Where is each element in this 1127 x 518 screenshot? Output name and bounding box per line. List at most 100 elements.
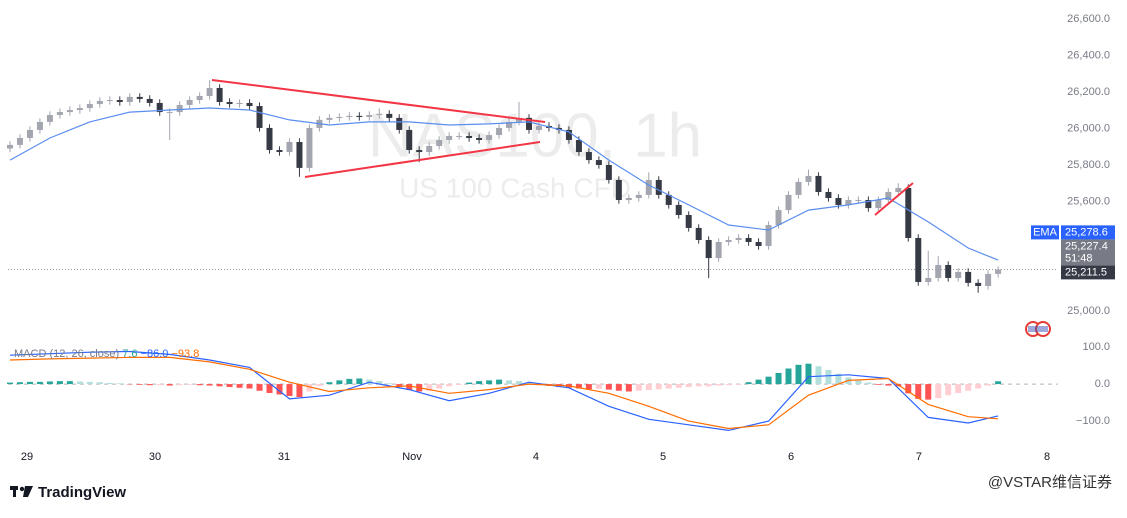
candle-body [715, 241, 722, 259]
legend-entry: 7.6 [122, 348, 137, 360]
countdown: 51:48 [1065, 252, 1093, 264]
candle-body [775, 210, 782, 226]
histogram-bar [306, 384, 313, 392]
y2-tick-label: −100.0 [1076, 415, 1110, 427]
histogram-bar [625, 384, 632, 392]
histogram-bar [725, 384, 732, 386]
histogram-bar [735, 384, 742, 385]
candle-body [246, 102, 253, 107]
candle-body [665, 194, 672, 205]
candle-body [276, 150, 283, 153]
candle-body [985, 273, 992, 286]
histogram-bar [825, 370, 832, 385]
histogram-bar [506, 380, 513, 385]
histogram-bar [166, 384, 173, 386]
histogram-bar [286, 384, 293, 396]
candle-body [296, 141, 303, 168]
histogram-bar [995, 381, 1002, 385]
histogram-bar [476, 381, 483, 385]
histogram-bar [206, 384, 213, 386]
candle-body [695, 227, 702, 240]
histogram-bar [985, 384, 992, 386]
histogram-bar [675, 384, 682, 388]
candle-body [605, 164, 612, 180]
x-tick-label: 5 [660, 451, 666, 463]
candle-body [96, 100, 103, 105]
histogram-bar [645, 384, 652, 390]
candle-body [36, 121, 43, 130]
histogram-bar [526, 382, 533, 385]
histogram-bar [955, 384, 962, 393]
candle-body [356, 115, 363, 117]
histogram-bar [26, 381, 33, 385]
legend-entry: −93.8 [171, 348, 199, 360]
histogram-bar [406, 384, 413, 390]
price-label: 25,278.6 [1065, 226, 1108, 238]
histogram-bar [36, 381, 43, 385]
histogram-bar [865, 382, 872, 385]
histogram-bar [326, 382, 333, 385]
trend-line [211, 79, 546, 123]
candle-body [106, 100, 113, 102]
histogram-bar [266, 384, 273, 393]
histogram-bar [316, 384, 323, 386]
candle-body [526, 117, 533, 130]
candle-body [416, 150, 423, 153]
candle-body [26, 129, 33, 138]
candle-body [346, 115, 353, 117]
histogram-bar [336, 380, 343, 385]
candle-body [675, 204, 682, 215]
histogram-bar [965, 384, 972, 391]
candle-body [86, 104, 93, 109]
histogram-bar [386, 383, 393, 385]
candle-body [865, 200, 872, 209]
candle-body [795, 181, 802, 195]
histogram-bar [885, 384, 892, 386]
candle-body [16, 137, 23, 145]
candle-body [306, 127, 313, 168]
histogram-bar [56, 381, 63, 385]
histogram-bar [376, 381, 383, 385]
brand: TradingView [38, 484, 126, 501]
histogram-bar [635, 384, 642, 391]
histogram-bar [925, 384, 932, 400]
histogram-bar [356, 378, 363, 385]
histogram-bar [156, 384, 163, 386]
candle-body [755, 241, 762, 247]
y-tick-label: 26,000.0 [1067, 122, 1110, 134]
histogram-bar [665, 384, 672, 389]
candle-body [995, 269, 1002, 274]
candle-body [855, 200, 862, 202]
histogram-bar [815, 366, 822, 385]
watermark-subtitle: US 100 Cash CFD [399, 172, 631, 203]
histogram-bar [196, 384, 203, 386]
histogram-bar [436, 384, 443, 389]
y-tick-label: 25,800.0 [1067, 159, 1110, 171]
event-icon[interactable] [1025, 321, 1051, 337]
x-tick-label: 8 [1044, 451, 1050, 463]
histogram-bar [426, 384, 433, 391]
candle-body [595, 160, 602, 165]
candle-body [645, 179, 652, 195]
candle-body [585, 152, 592, 161]
ema-line [9, 107, 999, 261]
histogram-bar [146, 384, 153, 386]
candle-body [236, 102, 243, 105]
candle-body [705, 239, 712, 259]
price-label-box [1061, 225, 1115, 240]
histogram-bar [276, 384, 283, 395]
y2-tick-label: 0.0 [1095, 378, 1110, 390]
histogram-bar [945, 384, 952, 396]
histogram-bar [715, 384, 722, 386]
x-tick-label: Nov [402, 451, 422, 463]
candle-body [745, 237, 752, 242]
candle-body [945, 264, 952, 278]
candle-body [496, 127, 503, 136]
y-tick-label: 25,600.0 [1067, 195, 1110, 207]
histogram-bar [765, 376, 772, 385]
histogram-bar [106, 382, 113, 385]
histogram-bar [186, 384, 193, 385]
histogram-bar [296, 384, 303, 398]
candle-body [126, 96, 133, 103]
histogram-bar [655, 384, 662, 390]
